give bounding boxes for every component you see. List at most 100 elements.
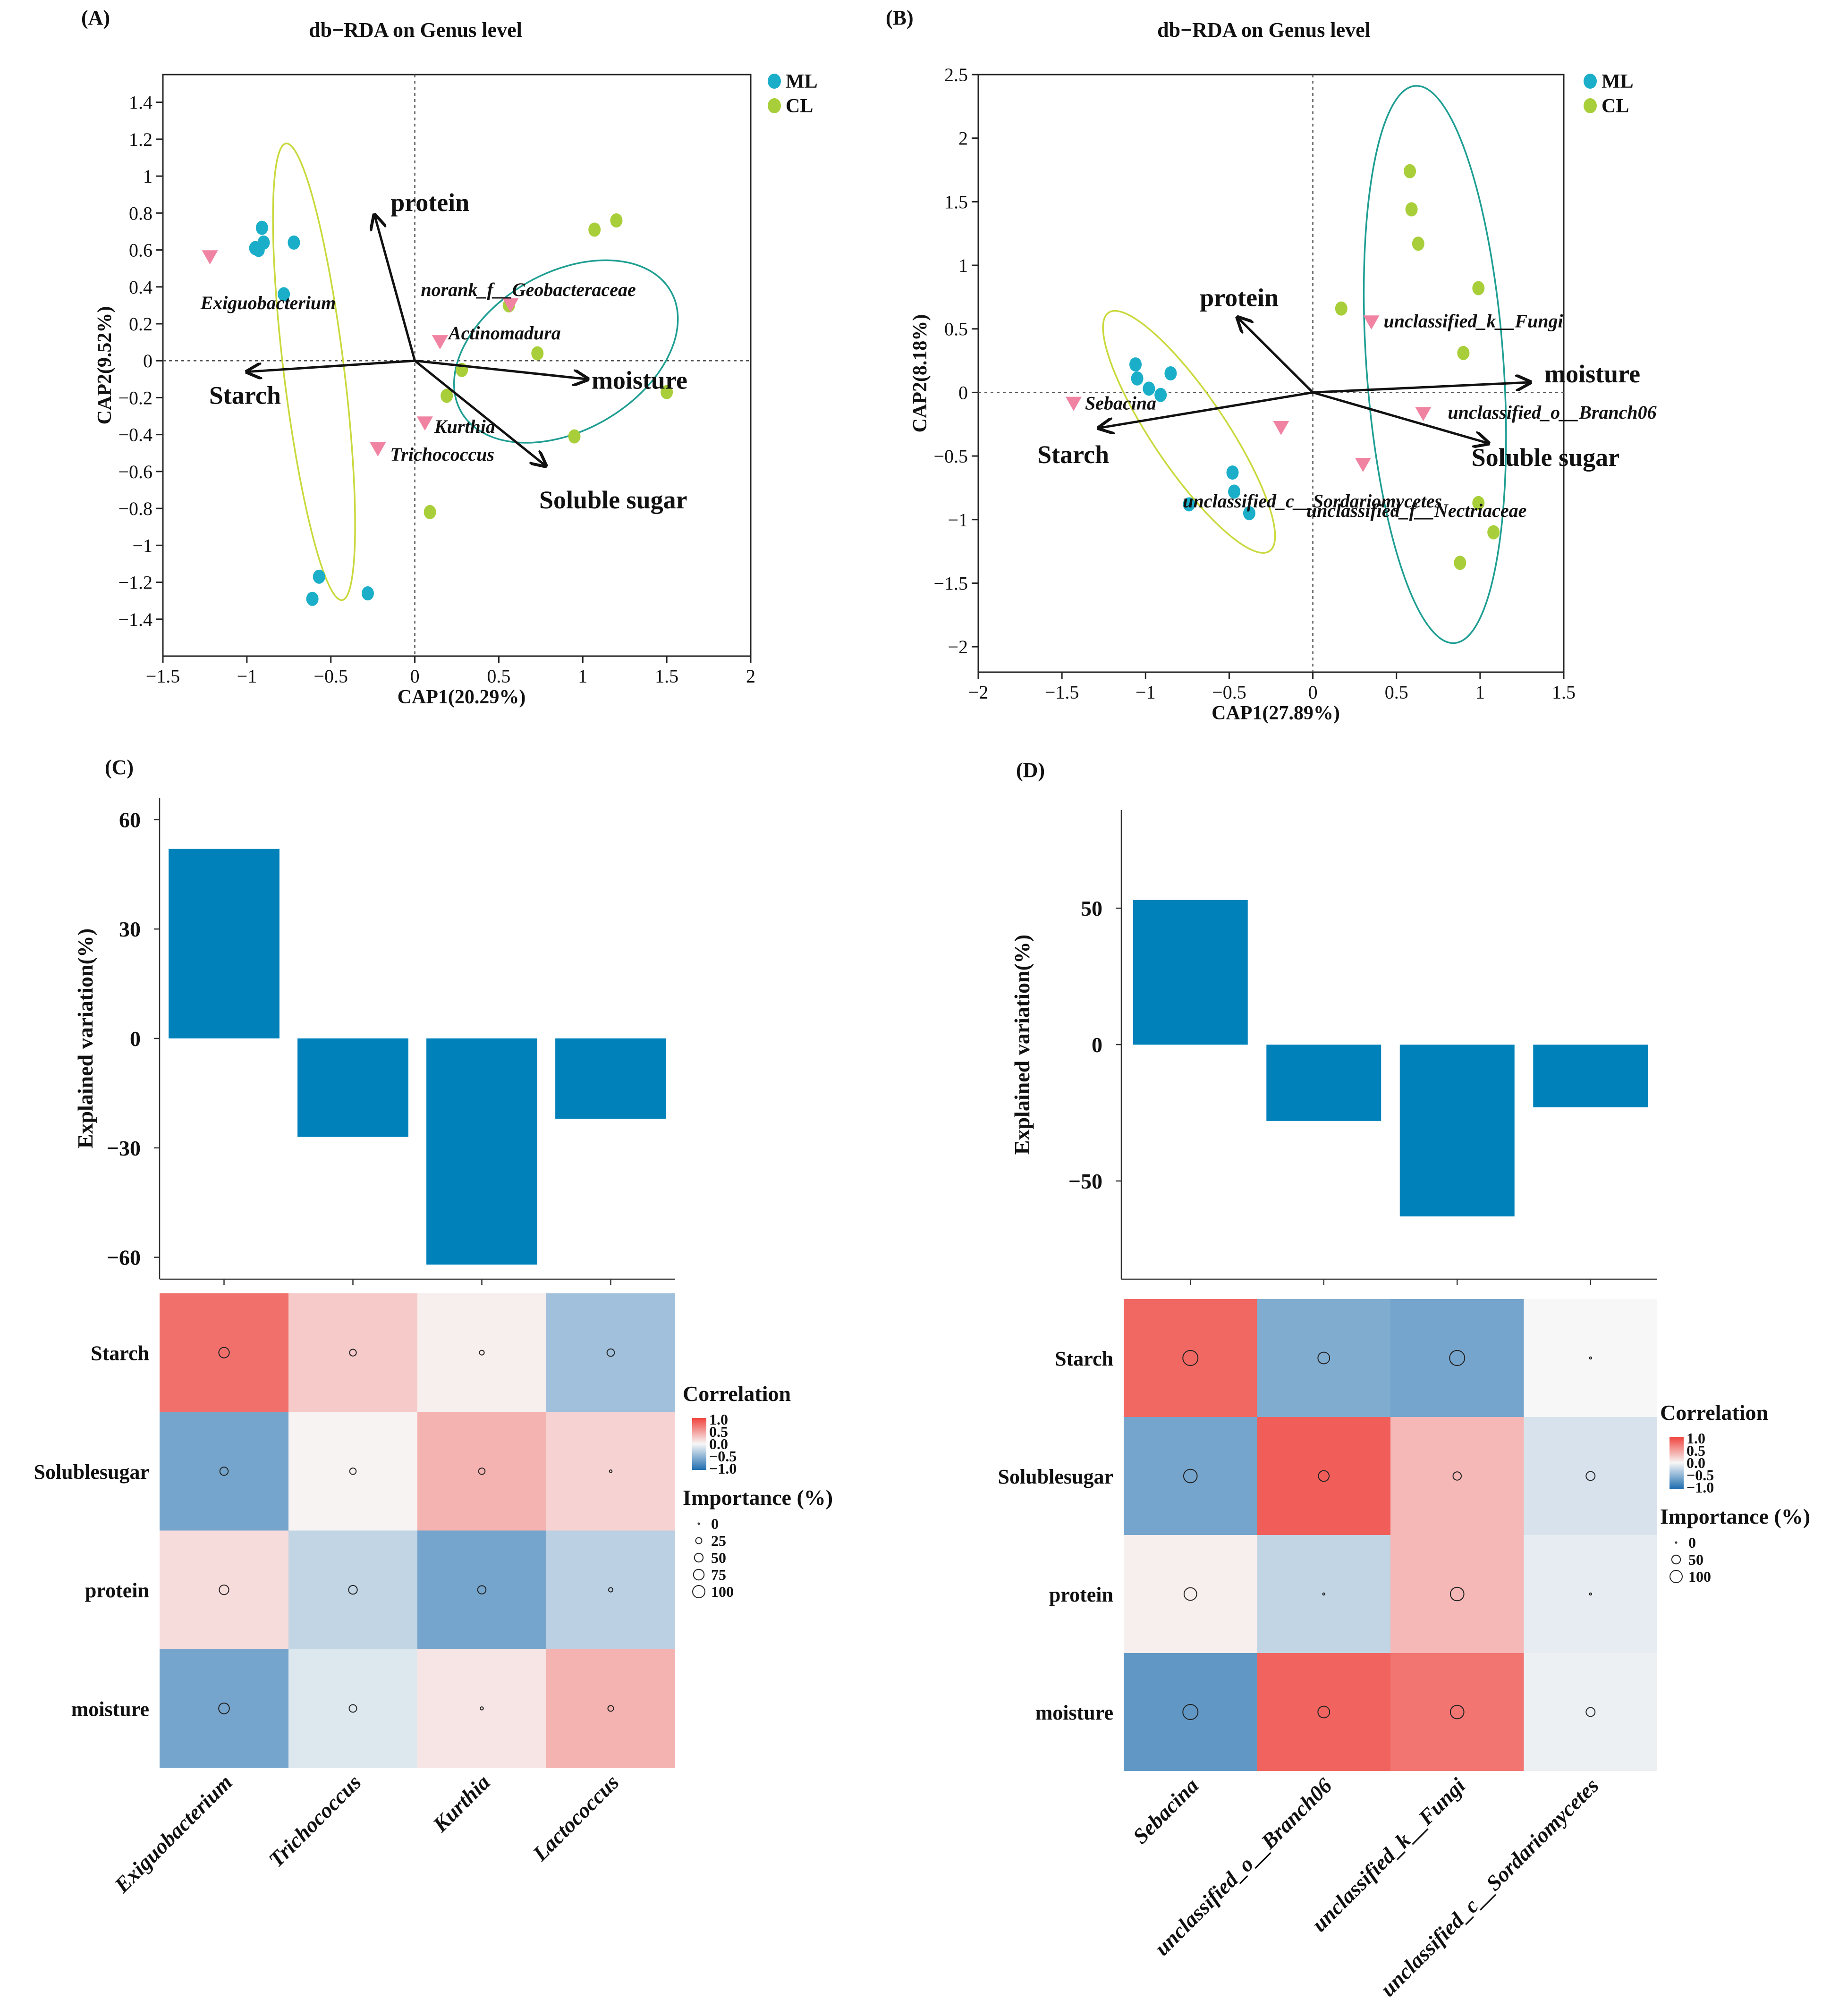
sample-point-cl (610, 213, 623, 228)
heatmap-cell (1124, 1535, 1257, 1653)
importance-tick-label: 50 (711, 1549, 726, 1566)
heatmap-cell (1524, 1417, 1657, 1535)
heatmap-cell (546, 1649, 675, 1768)
y-tick-label: −0.4 (118, 424, 153, 446)
bar-y-tick-label: 50 (1081, 896, 1102, 920)
species-marker (502, 298, 519, 312)
sample-point-ml (313, 569, 325, 584)
x-tick-label: −1 (237, 666, 257, 687)
bar-1 (1133, 900, 1248, 1045)
bar-1 (169, 849, 280, 1038)
y-tick-label: 0.5 (944, 319, 968, 340)
correlation-tick-label: −0.5 (1686, 1467, 1714, 1484)
importance-circle (477, 1585, 487, 1594)
heatmap-cell (546, 1530, 675, 1649)
species-marker (202, 250, 218, 265)
importance-circle (1589, 1592, 1593, 1596)
env-arrow-label: moisture (1544, 360, 1640, 388)
correlation-tick-label: 0.5 (709, 1423, 728, 1440)
env-arrow-label: Soluble sugar (539, 486, 687, 514)
species-marker (370, 442, 386, 456)
importance-circle (348, 1585, 358, 1595)
heatmap-row-label: moisture (1035, 1701, 1113, 1724)
sample-point-cl (531, 346, 544, 361)
heatmap-cell (160, 1412, 288, 1531)
chart-title-b: db−RDA on Genus level (1157, 18, 1371, 42)
importance-tick-label: 75 (711, 1566, 726, 1583)
y-tick-label: 0.8 (129, 202, 153, 224)
species-label: Exiguobacterium (200, 292, 336, 313)
x-tick-label: 0.5 (1385, 682, 1408, 703)
sample-point-ml (1164, 366, 1177, 380)
heatmap-cell (546, 1412, 675, 1531)
bar-y-tick-label: 0 (1092, 1033, 1102, 1057)
importance-circle (479, 1350, 485, 1356)
y-axis-label: CAP2(8.18%) (909, 314, 931, 433)
legend-label-ml: ML (786, 71, 818, 93)
sample-point-cl (1404, 164, 1416, 178)
species-label: Kurthia (434, 416, 495, 437)
species-label: unclassified_k__Fungi (1384, 310, 1563, 331)
heatmap-cell (1390, 1299, 1524, 1417)
importance-legend-circle (1671, 1554, 1681, 1565)
correlation-tick-label: 0.0 (709, 1435, 728, 1452)
env-arrow-label: protein (1200, 283, 1279, 312)
y-tick-label: −1.2 (118, 572, 153, 593)
importance-circle (607, 1705, 614, 1712)
x-tick-label: −1.5 (146, 666, 180, 687)
plot-frame (162, 74, 752, 657)
panel-label-c: (C) (105, 756, 134, 779)
env-arrow-label: Starch (209, 381, 281, 410)
importance-circle (608, 1587, 614, 1593)
heatmap-cell (288, 1530, 417, 1649)
group-ellipse-cl (453, 259, 679, 444)
sample-point-cl (1454, 556, 1466, 570)
x-tick-label: 2 (746, 666, 755, 687)
heatmap-cell (160, 1530, 288, 1649)
y-tick-label: 0 (958, 382, 968, 403)
importance-circle (1449, 1350, 1466, 1366)
env-arrow (1313, 382, 1531, 394)
species-marker (1363, 315, 1380, 330)
heatmap-cell (288, 1293, 417, 1412)
importance-circle (218, 1703, 230, 1714)
group-ellipse-ml (272, 143, 356, 601)
sample-point-cl (568, 429, 581, 444)
species-label: unclassified_c__Sordariomycetes (1183, 490, 1442, 512)
legend-label-ml: ML (1602, 71, 1634, 93)
y-tick-label: −0.5 (933, 446, 968, 467)
legend-label-cl: CL (1602, 95, 1629, 117)
x-axis-label: CAP1(27.89%) (1212, 702, 1340, 724)
heatmap-cell (1524, 1535, 1657, 1653)
heatmap-cell (1390, 1417, 1524, 1535)
y-tick-label: −1 (948, 509, 968, 531)
species-label: Sebacina (1085, 393, 1156, 414)
correlation-legend-title: Correlation (683, 1382, 791, 1406)
heatmap-column-label: Lactococcus (528, 1770, 624, 1866)
panel-label-d: (D) (1016, 759, 1045, 782)
sample-point-ml (278, 287, 290, 302)
sample-point-ml (1129, 357, 1142, 372)
species-marker (1273, 421, 1289, 435)
heatmap-cell (1524, 1653, 1657, 1771)
bar-y-tick-label: 60 (119, 808, 141, 832)
x-tick-label: −2 (968, 682, 989, 703)
importance-legend-title: Importance (%) (683, 1485, 833, 1510)
importance-circle (1322, 1592, 1326, 1596)
y-tick-label: 1.2 (129, 129, 153, 150)
species-marker (1415, 407, 1432, 422)
heatmap-row-label: moisture (71, 1697, 149, 1721)
importance-circle (1585, 1707, 1596, 1717)
importance-circle (606, 1348, 615, 1357)
species-marker (1355, 457, 1371, 472)
heatmap-row-label: protein (1049, 1583, 1113, 1606)
heatmap-cell (1257, 1417, 1390, 1535)
x-tick-label: 1.5 (655, 666, 678, 687)
heatmap-cell (288, 1649, 417, 1768)
y-tick-label: 0.6 (129, 240, 153, 261)
heatmap-cell (1124, 1417, 1257, 1535)
correlation-legend-title: Correlation (1660, 1400, 1768, 1425)
heatmap-cell (160, 1293, 288, 1412)
sample-point-ml (1131, 371, 1144, 386)
importance-tick-label: 0 (1688, 1534, 1696, 1551)
